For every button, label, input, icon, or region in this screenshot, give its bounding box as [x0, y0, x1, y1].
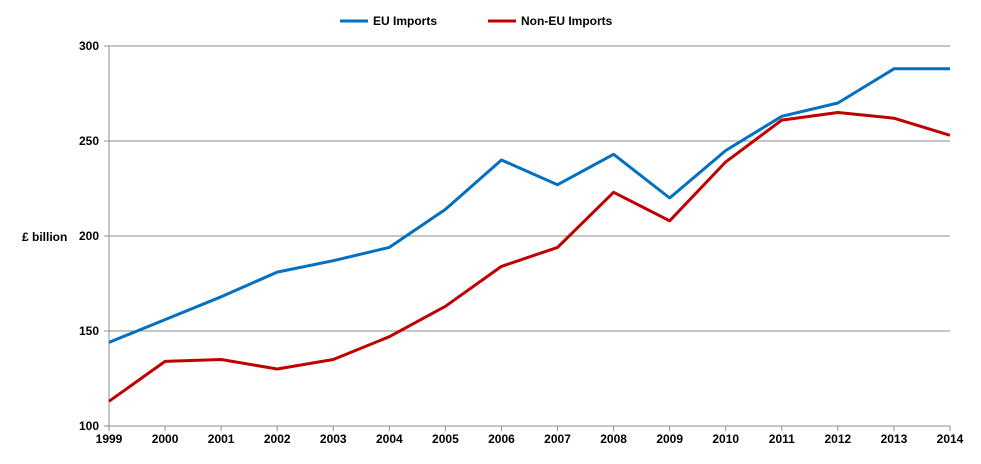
x-tick-label: 2013 [881, 432, 908, 446]
x-tick-label: 2011 [769, 432, 795, 446]
x-tick-label: 2001 [208, 432, 235, 446]
x-tick-label: 2003 [320, 432, 347, 446]
y-tick-label: 300 [79, 39, 99, 53]
series-lines [108, 67, 951, 403]
y-axis-label: £ billion [22, 230, 67, 244]
gridlines [109, 45, 950, 332]
y-tick-label: 200 [79, 229, 99, 243]
x-tick-label: 2009 [656, 432, 683, 446]
x-tick-label: 2006 [488, 432, 515, 446]
series-line-eu-imports [108, 67, 950, 344]
x-tick-label: 2008 [600, 432, 627, 446]
x-tick-label: 2005 [432, 432, 459, 446]
x-tick-label: 2000 [152, 432, 179, 446]
x-tick-label: 2004 [376, 432, 403, 446]
series-line-non-eu-imports [108, 111, 951, 403]
x-tick-label: 2012 [825, 432, 852, 446]
legend-label: Non-EU Imports [521, 14, 613, 28]
x-tick-label: 2002 [264, 432, 291, 446]
y-tick-label: 150 [79, 324, 99, 338]
axes: 100 150 200 250 300 1999 2000 2001 2002 2003 2004 2… [79, 39, 964, 446]
legend: EU Imports Non-EU Imports [340, 14, 613, 28]
legend-label: EU Imports [373, 14, 437, 28]
y-tick-label: 250 [79, 134, 99, 148]
x-tick-label: 2007 [544, 432, 571, 446]
x-tick-label: 1999 [96, 432, 123, 446]
y-tick-label: 100 [79, 419, 99, 433]
x-tick-label: 2014 [937, 432, 964, 446]
x-tick-label: 2010 [712, 432, 739, 446]
